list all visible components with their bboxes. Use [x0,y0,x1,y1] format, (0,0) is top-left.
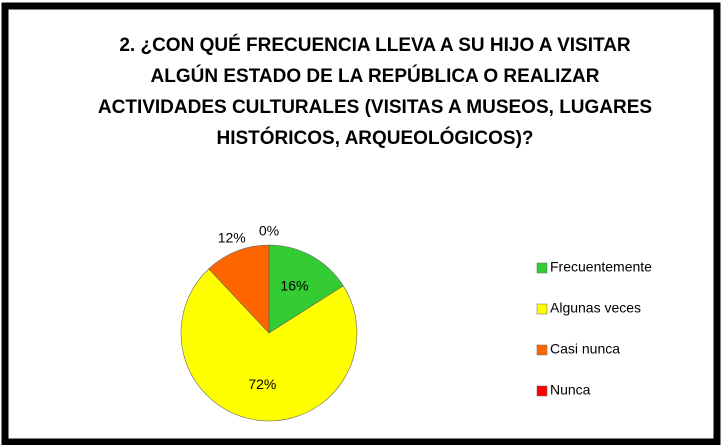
data-label: 12% [218,230,246,246]
legend-swatch [536,344,548,356]
pie-slice [180,268,358,422]
legend-label: Frecuentemente [550,259,652,275]
legend-label: Casi nunca [550,341,620,357]
pie-slice [268,244,344,334]
legend-swatch [536,262,548,274]
chart-title: 2. ¿CON QUÉ FRECUENCIA LLEVA A SU HIJO A… [97,35,653,149]
data-label: 72% [248,376,276,392]
legend-label: Algunas veces [550,300,641,316]
legend-swatch [536,303,548,315]
data-label: 0% [259,223,279,239]
data-label: 16% [280,277,308,293]
pie-slice [208,244,270,334]
legend-swatch [536,385,548,397]
legend-label: Nunca [550,382,591,398]
